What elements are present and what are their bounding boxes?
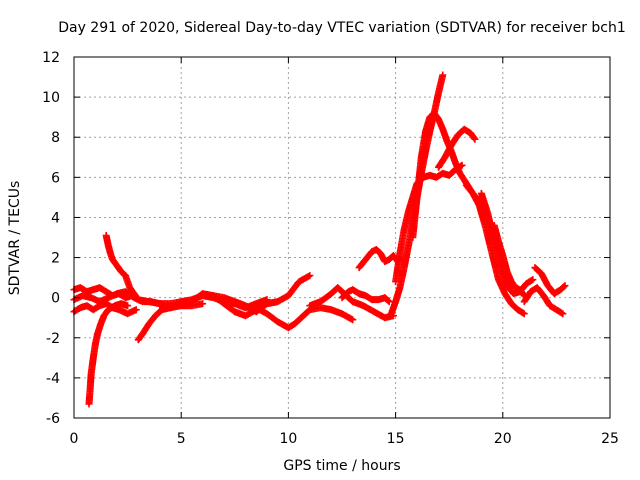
data-point (528, 276, 536, 284)
y-axis: -6 -4 -2 0 2 4 6 8 10 12 (42, 50, 610, 427)
x-tick-label: 15 (387, 431, 405, 447)
series-arc-rise-2 (392, 161, 466, 286)
data-point (529, 276, 537, 284)
x-tick-label: 0 (70, 431, 79, 447)
x-tick-label: 25 (601, 431, 619, 447)
series-arc-peak (409, 109, 490, 241)
series-arc-decay-3 (490, 221, 528, 300)
chart-title: Day 291 of 2020, Sidereal Day-to-day VTE… (58, 20, 626, 36)
data-point (558, 309, 566, 317)
data-point (439, 71, 447, 79)
y-tick-label: 0 (51, 291, 60, 307)
series-arc-pre-storm (306, 284, 397, 322)
x-tick-label: 5 (177, 431, 186, 447)
series-arc-decay-1 (462, 181, 528, 318)
data-points (70, 71, 569, 408)
series-arc-early-dip (85, 300, 132, 408)
y-tick-label: -6 (46, 411, 60, 427)
data-point (559, 310, 567, 318)
data-point (199, 300, 207, 308)
series-arc-start-2 (70, 300, 140, 318)
series-arc-13h (338, 286, 393, 306)
data-point (132, 306, 140, 314)
y-tick-label: 2 (51, 251, 60, 267)
y-axis-label: SDTVAR / TECUs (7, 181, 23, 296)
x-tick-label: 10 (279, 431, 297, 447)
data-point (384, 297, 392, 305)
series-arc-midday-a (209, 272, 314, 316)
y-tick-label: 8 (51, 130, 60, 146)
plot-frame (73, 56, 611, 419)
x-tick-label: 20 (494, 431, 512, 447)
y-tick-label: -4 (46, 371, 60, 387)
series-arc-second-peak (434, 125, 479, 171)
data-point (471, 135, 479, 143)
data-point (560, 283, 568, 291)
y-tick-label: 4 (51, 210, 60, 226)
y-tick-label: 6 (51, 170, 60, 186)
y-tick-label: 10 (42, 90, 60, 106)
data-point (561, 282, 569, 290)
series-arc-midday-b (252, 304, 357, 332)
y-tick-label: -2 (46, 331, 60, 347)
data-point (385, 298, 393, 306)
data-point (519, 309, 527, 317)
series-arc-late (531, 264, 569, 298)
y-tick-label: 12 (42, 50, 60, 66)
series-arc-evening (520, 284, 567, 318)
data-point (124, 302, 132, 310)
data-point (470, 134, 478, 142)
x-axis: 0 5 10 15 20 25 (70, 57, 619, 447)
grid-lines (74, 57, 610, 418)
data-point (349, 316, 357, 324)
x-axis-label: GPS time / hours (283, 458, 400, 474)
data-point (520, 310, 528, 318)
data-point (306, 272, 314, 280)
